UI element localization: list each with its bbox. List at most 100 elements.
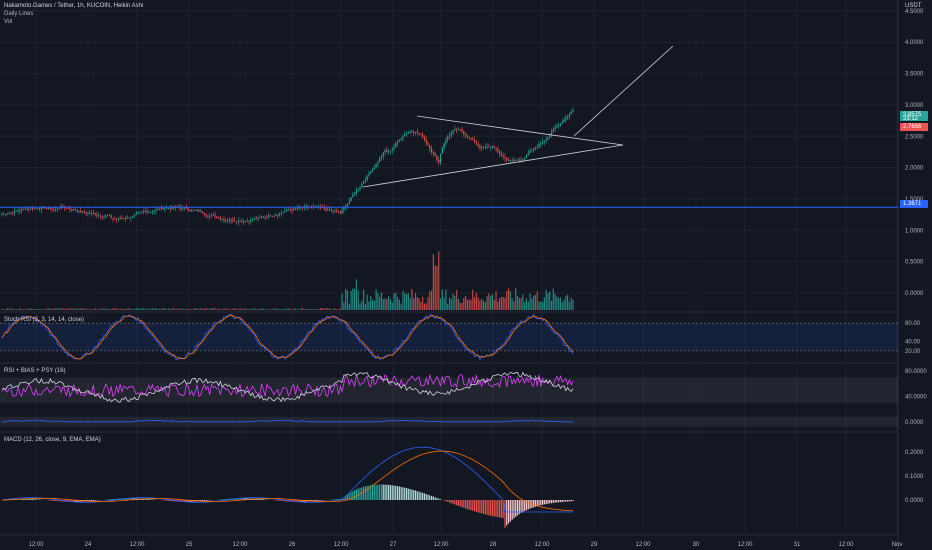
volume-bar xyxy=(22,309,25,310)
volume-bar xyxy=(69,308,71,310)
candle-body xyxy=(185,207,187,209)
macd-histogram-bar xyxy=(481,500,483,514)
volume-bar xyxy=(175,309,177,310)
volume-bar xyxy=(139,308,141,310)
volume-bar xyxy=(24,308,26,310)
volume-bar xyxy=(19,308,21,310)
volume-bar xyxy=(300,308,302,310)
candle-body xyxy=(167,208,170,210)
price-tick-label: 4.0000 xyxy=(905,40,924,46)
volume-bar xyxy=(8,308,10,310)
volume-bar xyxy=(90,309,93,310)
candle-body xyxy=(196,209,198,211)
volume-bar xyxy=(361,300,363,310)
candle-body xyxy=(124,218,127,220)
volume-bar xyxy=(422,296,424,310)
candle-body xyxy=(357,188,359,191)
volume-bar xyxy=(413,298,415,310)
candle-body xyxy=(404,134,406,137)
macd-histogram-bar xyxy=(302,500,304,502)
volume-bar xyxy=(543,297,545,310)
volume-bar xyxy=(328,308,331,310)
macd-histogram-bar xyxy=(500,500,503,518)
volume-bar xyxy=(142,308,145,310)
candle-body xyxy=(515,160,517,162)
macd-histogram-bar xyxy=(473,500,476,512)
candle-body xyxy=(457,129,460,131)
candle-body xyxy=(425,139,427,143)
volume-bar xyxy=(377,292,379,310)
volume-bar xyxy=(325,308,327,310)
candle-body xyxy=(289,209,291,211)
candle-body xyxy=(386,149,388,153)
macd-histogram-bar xyxy=(427,494,429,500)
candle-body xyxy=(359,186,361,189)
macd-histogram-bar xyxy=(187,500,189,502)
volume-bar xyxy=(173,308,175,310)
volume-bar xyxy=(278,309,281,310)
volume-bar xyxy=(298,309,300,310)
macd-histogram-bar xyxy=(332,499,334,500)
candle-body xyxy=(348,201,350,204)
macd-histogram-bar xyxy=(515,500,517,517)
volume-bar xyxy=(520,298,522,310)
macd-histogram-bar xyxy=(280,500,282,501)
candle-body xyxy=(144,211,146,213)
volume-bar xyxy=(456,290,458,310)
volume-bar xyxy=(74,308,76,310)
macd-histogram-bar xyxy=(167,500,170,501)
macd-histogram-bar xyxy=(364,486,366,500)
candle-body xyxy=(567,116,569,119)
volume-bar xyxy=(368,301,370,310)
volume-bar xyxy=(234,308,236,310)
candle-body xyxy=(123,218,125,220)
candle-body xyxy=(259,216,261,218)
candle-body xyxy=(456,129,458,131)
volume-bar xyxy=(291,309,293,310)
macd-histogram-bar xyxy=(452,500,454,504)
candle-body xyxy=(395,143,397,148)
macd-histogram-bar xyxy=(26,498,28,500)
candle-body xyxy=(554,127,556,130)
candle-body xyxy=(398,140,400,142)
candle-body xyxy=(343,207,345,210)
candle-body xyxy=(447,136,449,140)
candle-body xyxy=(90,213,93,215)
candle-body xyxy=(534,147,537,149)
volume-bar xyxy=(101,308,103,310)
candle-body xyxy=(305,205,307,207)
candle-body xyxy=(278,213,281,216)
volume-bar xyxy=(133,308,136,310)
candle-body xyxy=(511,159,513,161)
candle-body xyxy=(346,203,349,207)
candle-body xyxy=(334,211,336,213)
volume-bar xyxy=(15,309,17,310)
volume-bar xyxy=(529,293,531,310)
candle-body xyxy=(160,207,162,210)
macd-signal-line xyxy=(1,450,574,512)
candle-body xyxy=(237,221,239,223)
volume-bar xyxy=(282,308,284,310)
candle-body xyxy=(83,211,85,213)
volume-bar xyxy=(185,308,187,310)
candle-body xyxy=(286,209,288,212)
volume-bar xyxy=(400,303,402,310)
macd-histogram-bar xyxy=(298,500,300,502)
volume-bar xyxy=(117,309,119,310)
candle-body xyxy=(243,221,245,223)
candle-body xyxy=(78,210,80,212)
macd-histogram-bar xyxy=(361,487,363,500)
volume-bar xyxy=(123,308,125,310)
candle-body xyxy=(373,167,375,170)
candle-body xyxy=(525,154,528,158)
candle-body xyxy=(371,169,374,172)
candle-body xyxy=(264,216,266,218)
volume-bar xyxy=(439,298,442,310)
candle-body xyxy=(443,143,445,148)
bias-line xyxy=(1,419,574,423)
projection-line xyxy=(573,45,674,137)
volume-bar xyxy=(477,297,479,310)
volume-bar xyxy=(257,309,259,310)
candle-body xyxy=(221,218,223,220)
